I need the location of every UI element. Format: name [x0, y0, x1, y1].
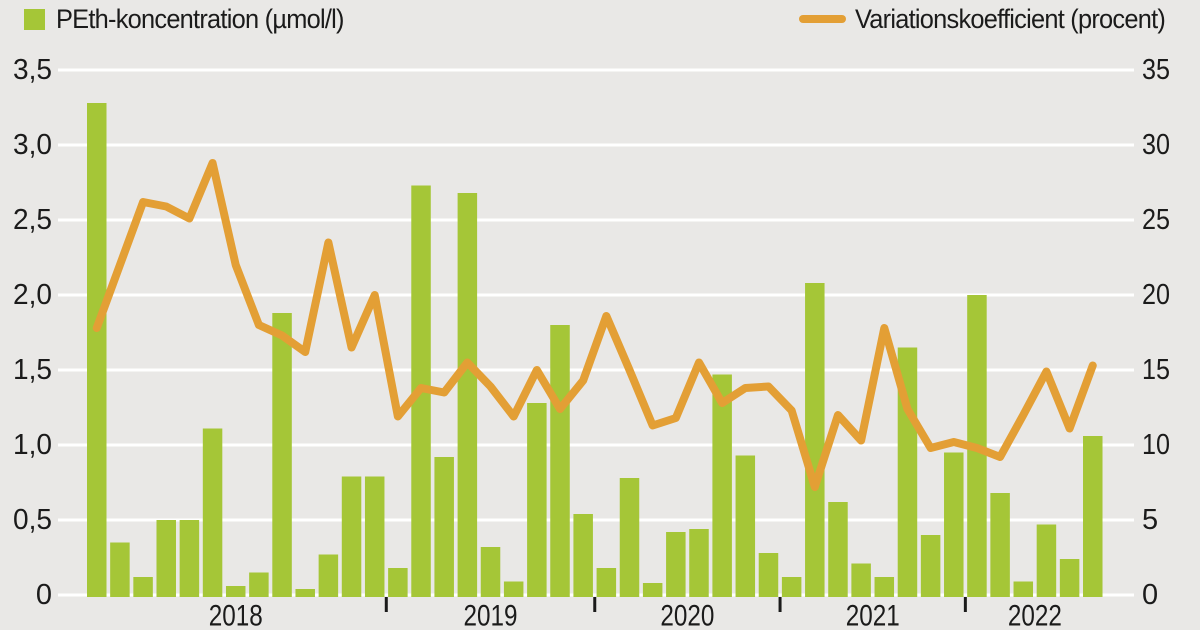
bar [434, 457, 454, 597]
bar [805, 283, 825, 597]
legend-bar-swatch-icon [24, 8, 45, 30]
y-axis-label-left: 3,5 [13, 54, 52, 86]
bar [1036, 524, 1057, 597]
bar [712, 374, 732, 597]
bar [1083, 436, 1103, 597]
bar [341, 476, 362, 597]
bar [202, 428, 223, 597]
bar [1059, 559, 1080, 597]
legend-bars: PEth-koncentration (µmol/l) [24, 3, 362, 34]
x-axis-year-label: 2019 [464, 600, 518, 630]
bar [179, 520, 200, 597]
bar [133, 577, 153, 597]
bar [527, 403, 547, 597]
y-axis-label-left: 2,0 [13, 279, 52, 311]
y-axis-label-right: 0 [1142, 579, 1158, 611]
bar [642, 583, 663, 597]
y-axis-label-left: 3,0 [13, 129, 52, 161]
y-axis-label-left: 0 [36, 579, 52, 611]
x-axis-year-label: 2022 [1008, 600, 1062, 630]
bar [944, 452, 964, 597]
bar [596, 568, 617, 597]
bar [619, 478, 640, 597]
legend-bar-label: PEth-koncentration (µmol/l) [56, 3, 344, 34]
y-axis-label-left: 1,5 [13, 354, 52, 386]
bar [295, 589, 315, 597]
bar [920, 535, 941, 597]
bar [1013, 581, 1034, 597]
bar [318, 554, 339, 597]
bar [550, 325, 570, 597]
legend-line: Variationskoefficient (procent) [799, 3, 1185, 34]
bar [225, 586, 246, 597]
x-axis-year-label: 2020 [660, 600, 714, 630]
y-axis-label-right: 35 [1142, 54, 1170, 86]
y-axis-label-right: 25 [1142, 204, 1170, 236]
bar [689, 529, 709, 597]
bar [828, 502, 848, 597]
y-axis-label-right: 15 [1142, 354, 1170, 386]
bar [781, 577, 802, 597]
y-axis-label-right: 20 [1142, 279, 1170, 311]
y-axis-label-left: 0,5 [13, 504, 52, 536]
bar [990, 493, 1010, 597]
x-axis-year-label: 2021 [846, 600, 900, 630]
bar [758, 553, 779, 597]
legend-line-label: Variationskoefficient (procent) [855, 3, 1166, 34]
variation-coefficient-line [92, 159, 1097, 491]
bar [457, 193, 478, 597]
y-axis-label-right: 10 [1142, 429, 1170, 461]
y-axis-label-right: 30 [1142, 129, 1170, 161]
bar [364, 476, 385, 597]
bar [388, 568, 408, 597]
bar [272, 313, 292, 597]
bar [503, 581, 524, 597]
bar [480, 547, 501, 597]
y-axis-label-left: 1,0 [13, 429, 52, 461]
x-axis-year-label: 2018 [209, 600, 263, 630]
bar [87, 103, 107, 597]
y-axis-label-left: 2,5 [13, 204, 52, 236]
bar [110, 542, 130, 597]
bar [666, 532, 686, 597]
bar [851, 563, 871, 597]
bar [735, 455, 756, 597]
y-axis-label-right: 5 [1142, 504, 1158, 536]
bar [249, 572, 269, 597]
bar [156, 520, 176, 597]
bar [573, 514, 593, 597]
legend-line-swatch-icon [799, 15, 846, 23]
bar [874, 577, 895, 597]
